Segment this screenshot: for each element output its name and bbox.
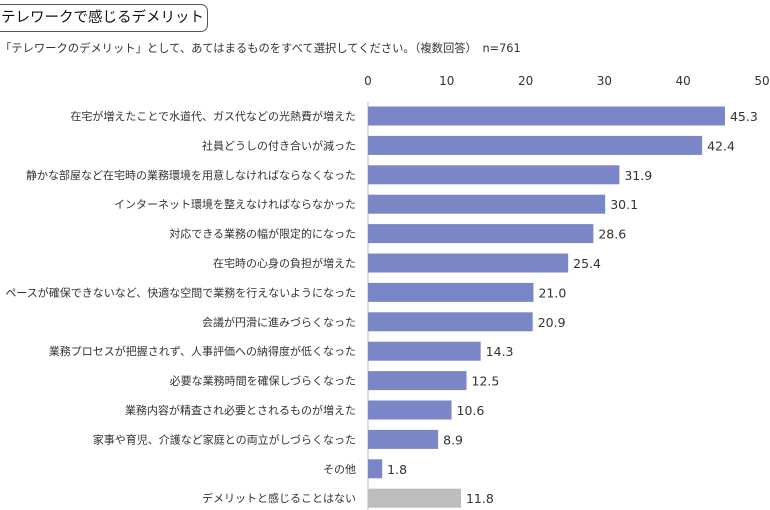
category-label: インターネット環境を整えなければならなかった (114, 197, 356, 211)
bar (368, 371, 467, 391)
bars (368, 106, 725, 508)
value-labels: 45.3 42.4 31.9 30.1 28.6 25.4 21.0 20.9 14.3 12.5… (387, 109, 758, 506)
value-label: 11.8 (466, 491, 494, 506)
value-label: 25.4 (573, 256, 601, 271)
x-tick-label: 30 (597, 74, 612, 88)
x-tick-label: 40 (676, 74, 691, 88)
value-label: 12.5 (472, 374, 500, 389)
category-label: 会議が円滑に進みづらくなった (202, 315, 356, 329)
chart-subtitle: 「テレワークのデメリット」として、あてはまるものをすべて選択してください。（複数… (0, 42, 521, 55)
value-label: 1.8 (387, 462, 407, 477)
category-label: 静かな部屋など在宅時の業務環境を用意しなければならなくなった (26, 168, 356, 182)
category-label: 家事や育児、介護など家庭との両立がしづらくなった (93, 432, 356, 446)
value-label: 21.0 (538, 285, 566, 300)
x-tick-label: 10 (439, 74, 454, 88)
chart-title: テレワークで感じるデメリット (0, 4, 208, 32)
category-label: その他 (323, 463, 356, 476)
value-label: 42.4 (707, 138, 735, 153)
category-label: 対応できる業務の幅が限定的になった (169, 227, 356, 241)
category-label: 在宅時の心身の負担が増えた (213, 256, 356, 270)
bar (368, 106, 725, 126)
category-label: 業務内容が精査され必要とされるものが増えた (125, 403, 356, 417)
category-label: 在宅が増えたことで水道代、ガス代などの光熱費が増えた (70, 109, 356, 123)
bar (368, 429, 439, 449)
category-label: 業務プロセスが把握されず、人事評価への納得度が低くなった (49, 344, 356, 358)
value-label: 30.1 (610, 197, 638, 212)
bar (368, 224, 594, 244)
value-label: 20.9 (538, 315, 566, 330)
bar (368, 253, 569, 273)
value-label: 10.6 (457, 403, 485, 418)
category-label: 必要な業務時間を確保しづらくなった (170, 374, 356, 388)
category-label: ペースが確保できないなど、快適な空間で業務を行えないようになった (5, 285, 356, 299)
bar (368, 135, 703, 155)
bar (368, 194, 606, 214)
value-label: 45.3 (730, 109, 758, 124)
bar (368, 341, 481, 361)
x-tick-label: 50 (754, 74, 769, 88)
bar (368, 282, 534, 302)
value-label: 14.3 (486, 344, 514, 359)
value-label: 8.9 (443, 432, 463, 447)
category-label: デメリットと感じることはない (202, 491, 356, 505)
category-label: 社員どうしの付き合いが減った (202, 138, 356, 152)
value-label: 31.9 (624, 168, 652, 183)
bar (368, 312, 533, 332)
x-tick-label: 20 (518, 74, 533, 88)
x-tick-label: 0 (364, 74, 372, 88)
bar (368, 488, 461, 508)
bar (368, 459, 383, 479)
bar (368, 400, 452, 420)
value-label: 28.6 (598, 227, 626, 242)
x-axis-ticks: 0 10 20 30 40 50 (364, 74, 769, 88)
bar (368, 165, 620, 185)
category-labels: 在宅が増えたことで水道代、ガス代などの光熱費が増えた社員どうしの付き合いが減った… (5, 109, 356, 505)
